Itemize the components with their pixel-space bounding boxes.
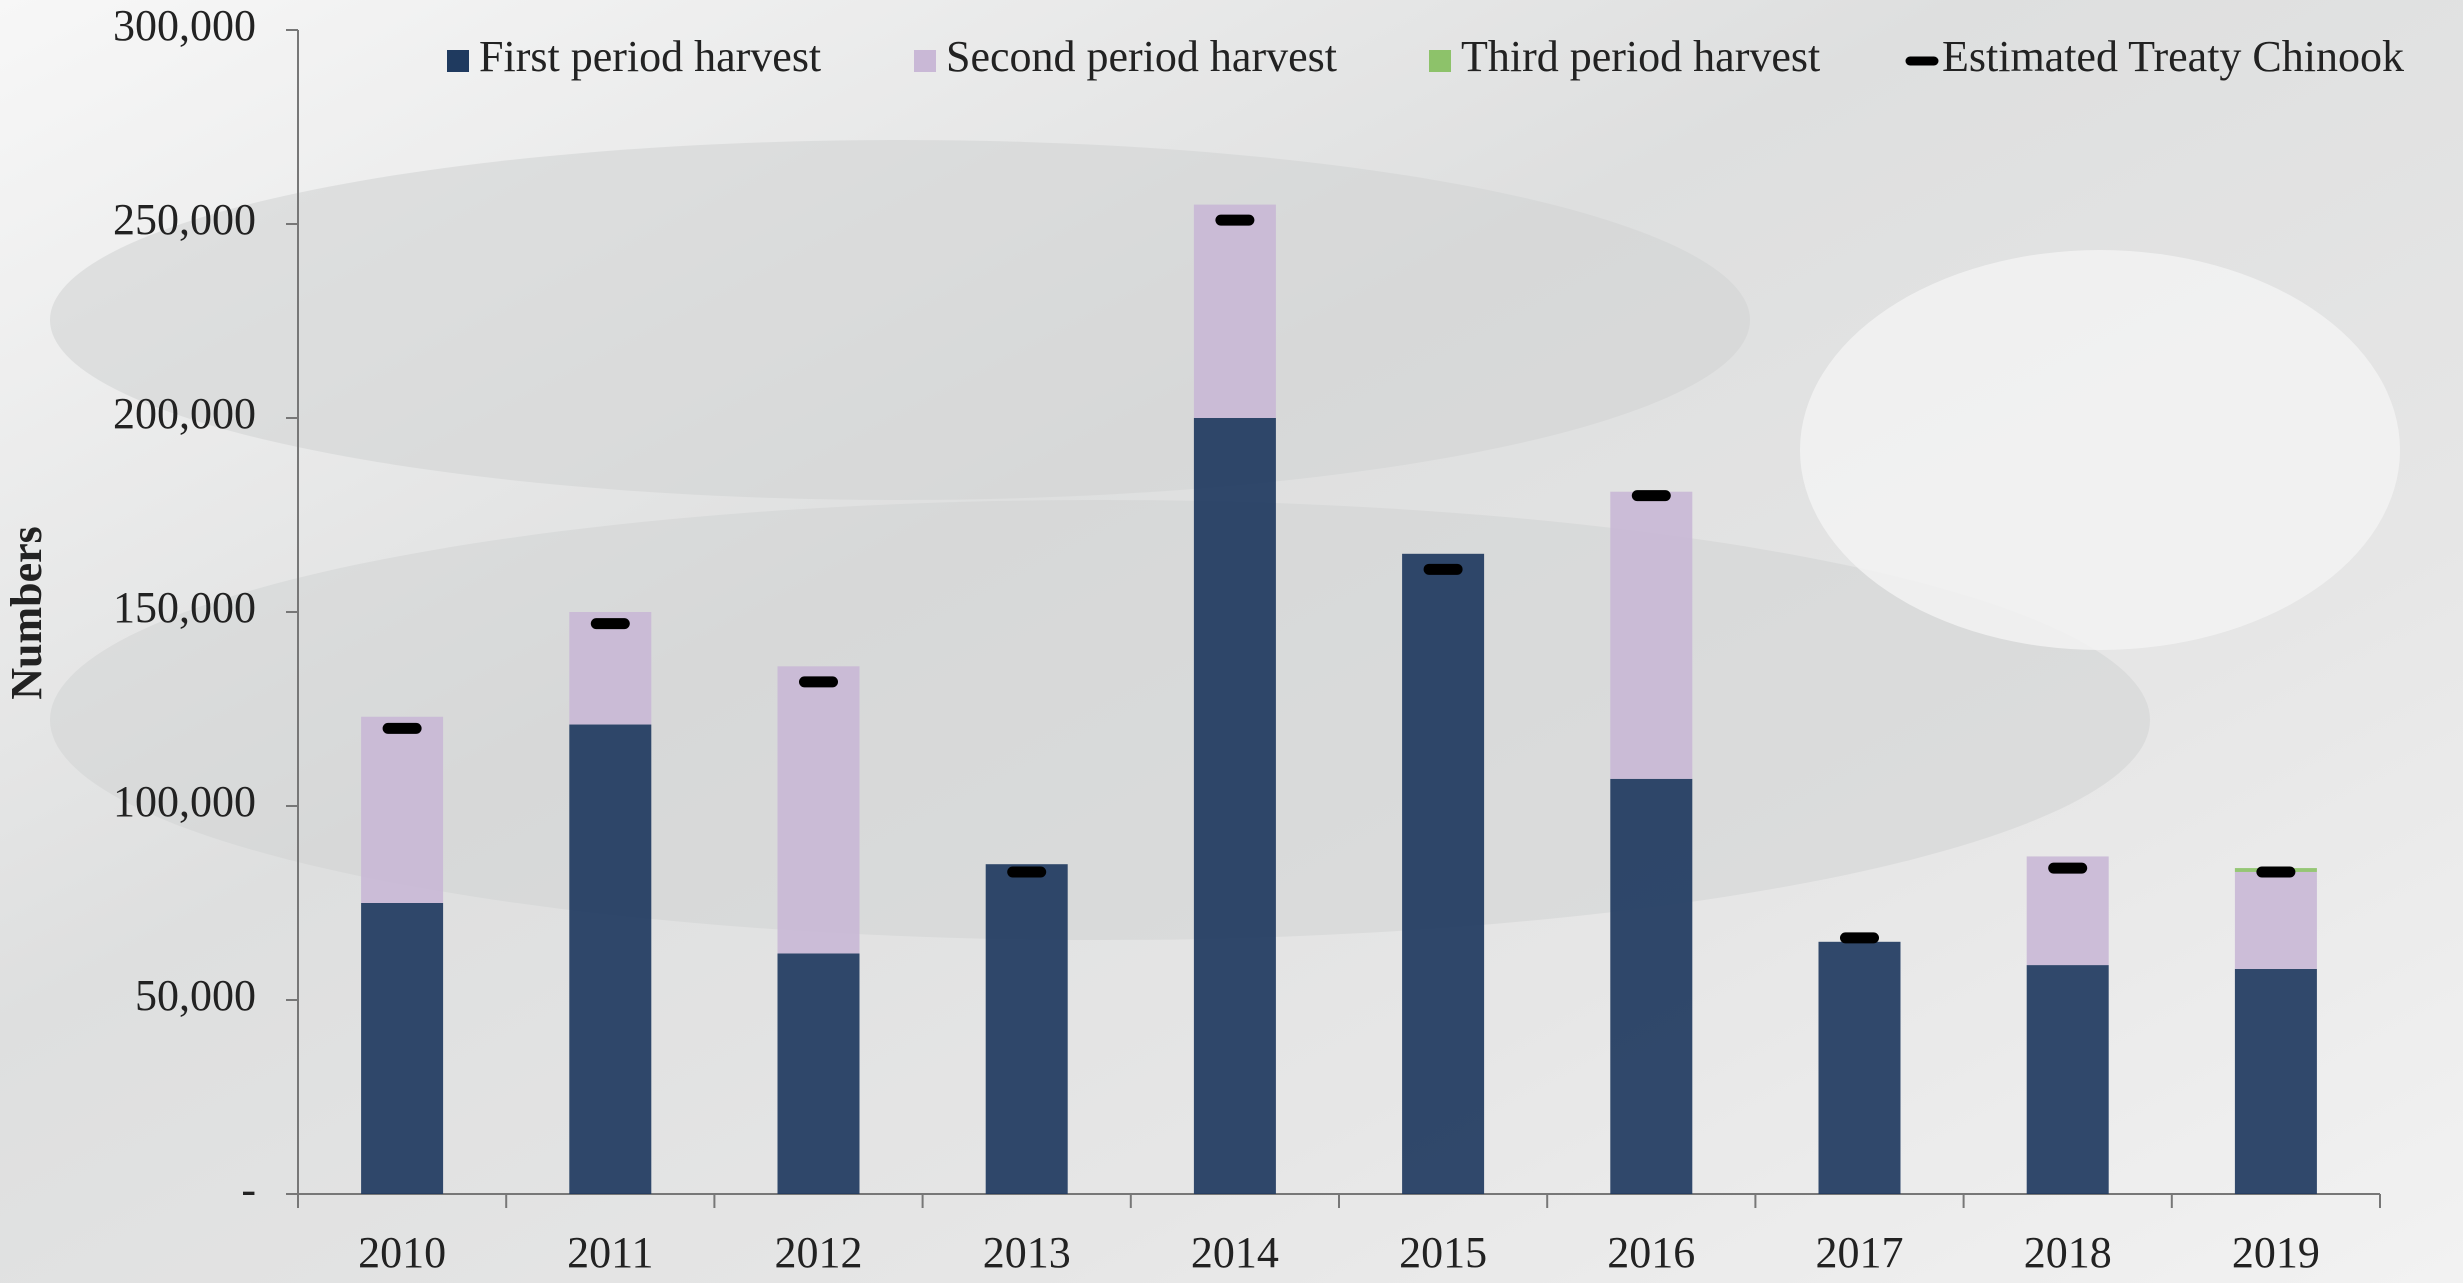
legend-swatch (914, 50, 936, 72)
x-tick-label: 2018 (2024, 1228, 2112, 1277)
bar-segment (361, 717, 443, 903)
bar-segment (1194, 418, 1276, 1194)
bar-segment (2235, 969, 2317, 1194)
bar-segment (778, 953, 860, 1194)
bar-segment (1610, 779, 1692, 1194)
y-tick-label: 150,000 (113, 583, 256, 632)
x-tick-label: 2012 (775, 1228, 863, 1277)
bar-segment (2235, 872, 2317, 969)
y-axis-label: Numbers (2, 526, 51, 700)
y-tick-label: 250,000 (113, 195, 256, 244)
legend-swatch (447, 50, 469, 72)
bar-segment (778, 666, 860, 953)
bar-segment (361, 903, 443, 1194)
chart: Numbers - 50,000 100,000 150,000 200,000 250,… (0, 0, 2463, 1283)
bar-segment (1819, 942, 1901, 1194)
legend-label: Estimated Treaty Chinook (1942, 32, 2404, 81)
y-tick-label: 300,000 (113, 1, 256, 50)
x-tick-label: 2014 (1191, 1228, 1279, 1277)
x-tick-label: 2017 (1816, 1228, 1904, 1277)
y-tick-label: 200,000 (113, 389, 256, 438)
bar-segment (1194, 205, 1276, 418)
legend-label: Second period harvest (946, 32, 1337, 81)
x-tick-label: 2016 (1607, 1228, 1695, 1277)
bar-segment (986, 864, 1068, 1194)
background-shape (1800, 250, 2400, 650)
bar-segment (569, 725, 651, 1194)
x-tick-label: 2011 (567, 1228, 653, 1277)
y-tick-label: 100,000 (113, 777, 256, 826)
legend-label: First period harvest (479, 32, 821, 81)
legend-swatch (1429, 50, 1451, 72)
background-shape (50, 140, 1750, 500)
y-tick-label: - (241, 1165, 256, 1214)
x-tick-label: 2010 (358, 1228, 446, 1277)
y-tick-label: 50,000 (135, 971, 256, 1020)
page: Numbers - 50,000 100,000 150,000 200,000 250,… (0, 0, 2463, 1283)
bar-segment (2027, 965, 2109, 1194)
x-tick-label: 2015 (1399, 1228, 1487, 1277)
x-tick-label: 2013 (983, 1228, 1071, 1277)
x-tick-label: 2019 (2232, 1228, 2320, 1277)
bar-segment (1610, 492, 1692, 779)
bar-segment (1402, 554, 1484, 1194)
legend-label: Third period harvest (1461, 32, 1820, 81)
